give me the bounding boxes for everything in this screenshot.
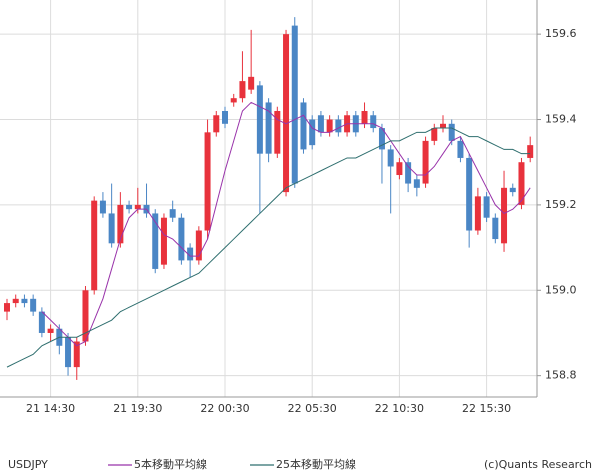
- candle-body: [431, 128, 438, 141]
- candle-body: [239, 81, 246, 99]
- candle-body: [518, 162, 525, 205]
- y-tick-label: 159.6: [545, 27, 577, 40]
- y-tick-label: 159.4: [545, 113, 577, 126]
- legend-label: 25本移動平均線: [276, 457, 356, 471]
- candle-body: [405, 162, 412, 184]
- y-tick-label: 158.8: [545, 369, 577, 382]
- candle-body: [169, 209, 176, 218]
- candle-body: [82, 290, 89, 342]
- candle-body: [230, 98, 237, 103]
- x-tick-label: 21 19:30: [113, 402, 162, 415]
- candle-body: [248, 76, 255, 90]
- candle-body: [492, 217, 499, 240]
- candle-body: [457, 140, 464, 158]
- candle-body: [274, 110, 281, 154]
- candle-body: [509, 187, 516, 193]
- x-tick-label: 22 00:30: [200, 402, 249, 415]
- candle-body: [483, 196, 490, 218]
- candle-body: [396, 162, 403, 176]
- candle-body: [65, 337, 72, 368]
- candle-body: [134, 204, 141, 210]
- candle-body: [283, 34, 290, 193]
- candle-body: [370, 115, 377, 129]
- candle-body: [38, 311, 45, 333]
- candle-body: [108, 213, 115, 244]
- x-tick-label: 22 10:30: [375, 402, 424, 415]
- x-tick-label: 21 14:30: [26, 402, 75, 415]
- candle-body: [474, 196, 481, 231]
- y-tick-label: 159.2: [545, 198, 577, 211]
- candle-body: [527, 145, 534, 158]
- candle-body: [99, 200, 106, 214]
- candle-body: [440, 123, 446, 129]
- candle-body: [4, 303, 10, 312]
- candle-body: [422, 140, 429, 184]
- legend-label: 5本移動平均線: [134, 457, 207, 471]
- x-tick-label: 22 05:30: [288, 402, 337, 415]
- candle-body: [204, 132, 211, 231]
- candle-body: [222, 110, 228, 124]
- candle-body: [160, 217, 167, 265]
- candle-body: [413, 179, 420, 188]
- candle-body: [378, 128, 385, 150]
- candle-body: [30, 298, 37, 312]
- candle-body: [126, 204, 133, 210]
- candle-body: [152, 213, 159, 269]
- candle-body: [91, 200, 98, 291]
- ma-line: [6, 127, 531, 368]
- candle-body: [213, 115, 220, 133]
- candle-body: [300, 102, 307, 150]
- y-tick-label: 159.0: [545, 283, 577, 296]
- credit: (c)Quants Research: [484, 458, 592, 471]
- candle-body: [195, 230, 202, 261]
- candle-body: [361, 110, 368, 124]
- candle-body: [21, 298, 28, 304]
- marks: [4, 17, 534, 380]
- candle-body: [73, 341, 80, 368]
- candle-body: [501, 187, 508, 244]
- symbol-label: USDJPY: [8, 458, 48, 471]
- candle-body: [335, 119, 342, 133]
- candle-body: [256, 85, 263, 154]
- candle-body: [387, 149, 394, 167]
- candle-body: [291, 25, 298, 184]
- candle-body: [466, 157, 473, 231]
- x-tick-label: 22 15:30: [462, 402, 511, 415]
- candle-body: [117, 204, 124, 244]
- candle-body: [326, 119, 333, 133]
- candle-body: [12, 298, 19, 304]
- candle-body: [448, 123, 455, 141]
- candle-body: [309, 119, 316, 146]
- candle-body: [265, 102, 272, 154]
- candle-body: [187, 247, 194, 261]
- candle-body: [317, 115, 324, 133]
- candle-body: [178, 217, 185, 261]
- ma-line: [41, 101, 531, 347]
- candle-body: [47, 328, 54, 333]
